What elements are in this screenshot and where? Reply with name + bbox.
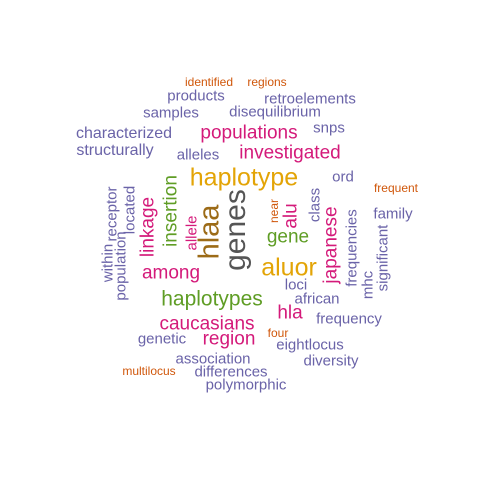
word-snps: snps [313,119,345,137]
word-frequencies: frequencies [343,209,361,287]
word-region: region [202,328,256,350]
word-gene: gene [266,226,310,248]
word-linkage: linkage [137,196,159,258]
word-diversity: diversity [303,352,359,370]
word-differences: differences [194,363,268,381]
word-haplotype: haplotype [189,163,299,192]
word-retroelements: retroelements [264,90,356,108]
word-japanese: japanese [320,206,342,284]
word-alu: alu [280,203,302,229]
word-insertion: insertion [160,175,182,247]
word-regions: regions [247,75,287,89]
word-frequent: frequent [373,181,419,195]
word-multilocus: multilocus [122,364,176,378]
word-eightlocus: eightlocus [276,336,344,354]
word-structurally: structurally [76,142,154,159]
word-aluor: aluor [261,253,317,282]
word-haplotypes: haplotypes [161,287,263,311]
word-association: association [175,350,251,368]
word-disequilibrium: disequilibrium [229,103,321,121]
word-significant: significant [374,224,392,292]
word-genetic: genetic [137,330,187,348]
word-ord: ord [332,168,354,186]
word-located: located [121,185,139,235]
word-among: among [141,262,201,284]
word-products: products [167,87,225,105]
word-hla: hla [277,302,303,324]
word-investigated: investigated [239,142,341,164]
word-four: four [267,326,289,340]
word-near: near [267,198,281,224]
word-populations: populations [200,122,298,144]
word-identified: identified [184,75,234,89]
word-african: african [294,290,340,308]
word-loci: loci [284,276,308,294]
word-genes: genes [219,189,252,271]
word-characterized: characterized [75,125,173,142]
word-polymorphic: polymorphic [205,376,287,394]
word-caucasians: caucasians [159,313,255,335]
word-frequency: frequency [316,310,382,328]
word-allele: allele [183,215,201,251]
word-alleles: alleles [176,146,220,164]
word-family: family [373,205,413,223]
word-mhc: mhc [359,270,377,300]
word-samples: samples [143,104,199,122]
word-population: population [112,231,130,301]
